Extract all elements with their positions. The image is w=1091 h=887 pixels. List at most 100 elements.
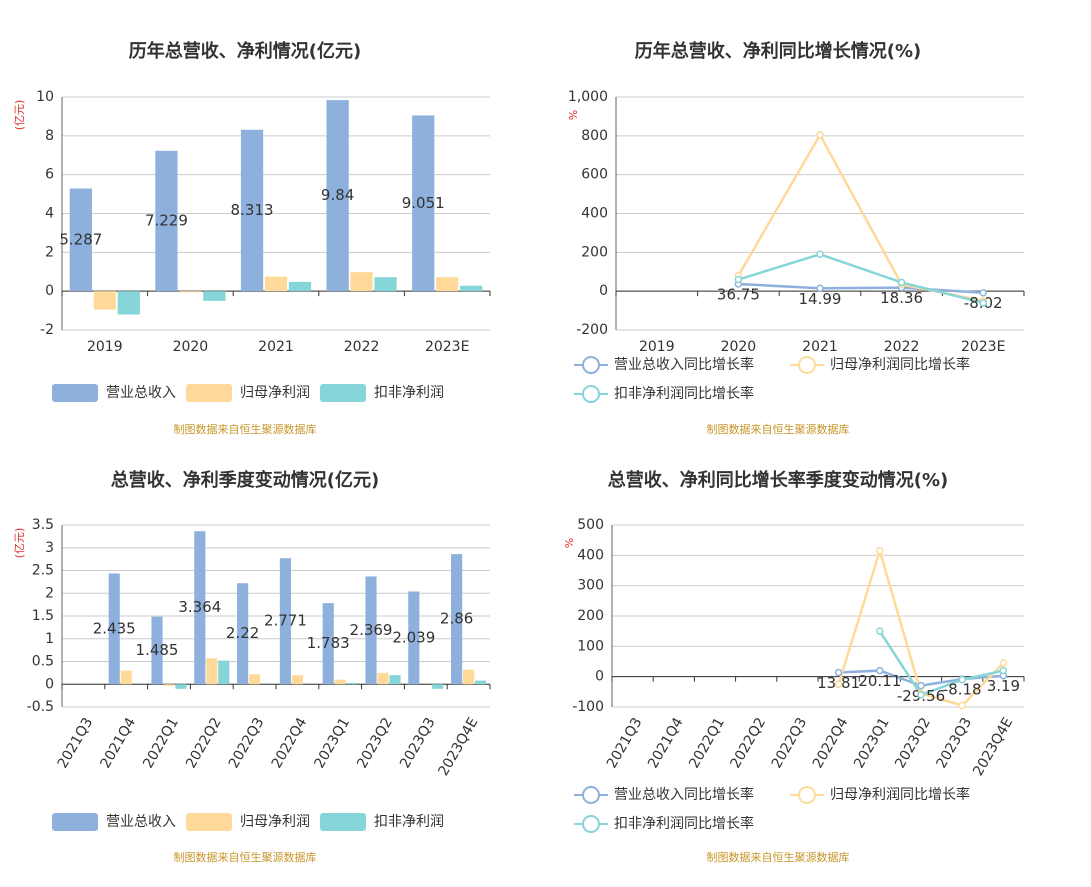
bar <box>291 675 303 685</box>
bar <box>460 285 483 292</box>
y-tick-label: 3.5 <box>32 517 54 533</box>
bar <box>334 679 346 685</box>
x-tick-label: 2023Q1 <box>851 715 893 771</box>
bar <box>117 291 140 315</box>
chart-title: 总营收、净利季度变动情况(亿元) <box>111 469 379 491</box>
point <box>999 666 1008 675</box>
bar <box>279 558 291 685</box>
line <box>878 630 1004 697</box>
point <box>816 131 824 139</box>
chart-title: 历年总营收、净利情况(亿元) <box>129 40 361 62</box>
y-tick-label: 2 <box>45 244 54 260</box>
x-tick-label: 2022Q4 <box>810 715 852 771</box>
bar <box>240 129 264 292</box>
y-tick-label: 0 <box>599 283 608 299</box>
x-tick-label: 2023Q1 <box>311 715 353 771</box>
y-tick-label: 600 <box>581 167 608 183</box>
y-tick-label: 1.5 <box>32 608 54 624</box>
y-tick-label: -100 <box>572 699 604 715</box>
bar <box>346 682 358 685</box>
bar <box>218 660 230 685</box>
x-tick-label: 2022Q3 <box>769 715 811 771</box>
legend-label: 扣非净利润同比增长率 <box>614 385 754 402</box>
x-tick-label: 2021 <box>258 339 294 355</box>
bar <box>175 684 187 689</box>
bar <box>365 576 377 685</box>
x-tick-label: 2023Q4E <box>435 715 481 779</box>
legend-label: 营业总收入 <box>106 814 176 830</box>
y-tick-label: 4 <box>45 206 54 222</box>
legend-marker <box>582 385 600 403</box>
legend-label: 归母净利润 <box>240 384 310 401</box>
data-label: 3.19 <box>987 677 1020 695</box>
x-tick-label: 2022Q1 <box>140 715 182 771</box>
y-tick-label: 400 <box>577 547 604 563</box>
legend-swatch <box>186 384 232 402</box>
legend-swatch <box>186 813 232 831</box>
legend-label: 扣非净利润 <box>374 385 444 401</box>
x-tick-label: 2023Q2 <box>354 715 396 771</box>
data-label: 8.313 <box>231 201 274 219</box>
y-axis-label: (亿元) <box>13 100 26 131</box>
data-label: 5.287 <box>59 230 102 248</box>
x-tick-label: 2021Q4 <box>97 715 139 771</box>
legend-label: 营业总收入 <box>106 385 176 401</box>
legend-swatch <box>52 384 98 402</box>
bar <box>451 554 463 685</box>
legend-label: 营业总收入同比增长率 <box>614 356 754 373</box>
y-tick-label: 500 <box>577 517 604 533</box>
data-label: 9.84 <box>321 186 354 204</box>
data-label: 2.039 <box>392 628 435 646</box>
x-tick-label: 2022Q4 <box>269 715 311 771</box>
legend-marker <box>582 815 600 833</box>
data-label: 2.435 <box>93 619 136 637</box>
x-tick-label: 2021Q3 <box>604 715 646 771</box>
x-tick-label: 2019 <box>87 339 123 355</box>
point <box>816 250 824 259</box>
legend-marker <box>798 356 816 374</box>
bar <box>237 583 249 685</box>
legend-swatch <box>320 813 366 831</box>
legend-label: 扣非净利润 <box>374 814 444 830</box>
y-tick-label: 100 <box>577 638 604 654</box>
x-tick-label: 2022 <box>884 339 920 355</box>
y-tick-label: 8 <box>45 128 54 144</box>
bar <box>203 291 226 301</box>
x-tick-label: 2022Q1 <box>686 715 728 771</box>
x-tick-label: 2023E <box>425 339 469 355</box>
y-tick-label: 0 <box>595 669 604 685</box>
x-tick-label: 2021 <box>802 339 838 355</box>
x-tick-label: 2022Q2 <box>727 715 769 771</box>
bar <box>163 684 175 686</box>
bar <box>374 277 397 292</box>
y-axis-label: % <box>563 538 576 548</box>
x-tick-label: 2020 <box>173 339 209 355</box>
point <box>958 701 966 710</box>
bar <box>288 281 312 292</box>
bar <box>377 672 389 685</box>
bar <box>179 291 202 293</box>
bar <box>155 150 178 292</box>
x-tick-label: 2020 <box>721 339 757 355</box>
bar <box>194 531 206 685</box>
data-label: 2.86 <box>440 610 473 628</box>
y-tick-label: 0 <box>45 676 54 692</box>
data-label: 9.051 <box>402 194 445 212</box>
chart-title: 总营收、净利同比增长率季度变动情况(%) <box>608 469 949 491</box>
point <box>816 284 824 293</box>
x-tick-label: 2023Q4E <box>970 715 1016 779</box>
legend-label: 扣非净利润同比增长率 <box>614 815 754 832</box>
bar <box>432 684 444 689</box>
data-label: 2.771 <box>264 612 307 630</box>
bar <box>326 100 349 292</box>
point <box>876 627 884 635</box>
point <box>979 288 987 297</box>
source-note: 制图数据来自恒生聚源数据库 <box>707 850 850 864</box>
y-tick-label: 0.5 <box>32 654 54 670</box>
data-label: 14.99 <box>799 290 842 308</box>
point <box>734 275 743 284</box>
y-tick-label: 800 <box>581 128 608 144</box>
source-note: 制图数据来自恒生聚源数据库 <box>174 422 317 436</box>
x-tick-label: 2021Q4 <box>645 715 687 771</box>
